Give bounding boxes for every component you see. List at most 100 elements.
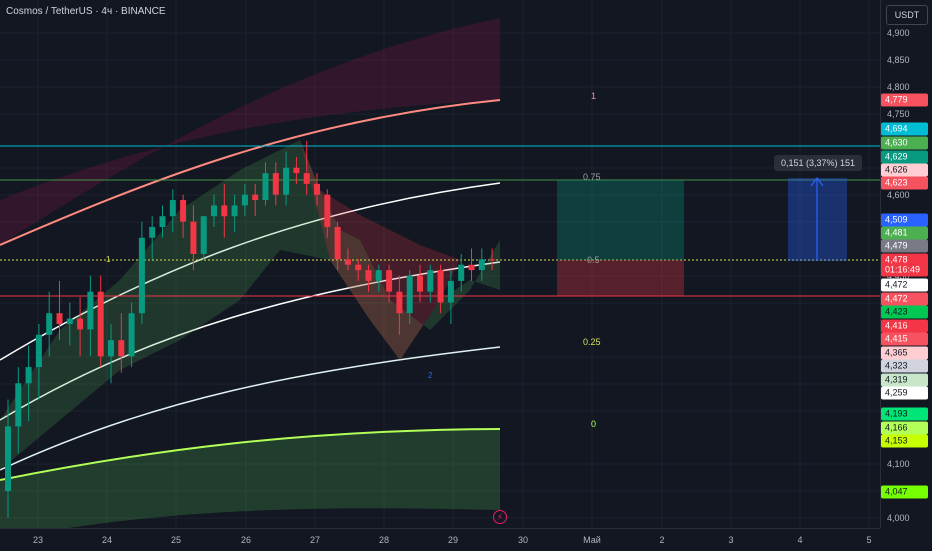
price-label: 4,481	[881, 226, 928, 240]
candle	[468, 248, 475, 281]
candle-body	[190, 221, 197, 254]
candle-body	[447, 280, 454, 303]
time-tick: 23	[32, 535, 44, 545]
candle-body	[35, 334, 42, 368]
candle-body	[252, 194, 259, 201]
upper-channel-line	[0, 99, 501, 246]
chart-canvas[interactable]	[0, 0, 880, 528]
cloud-red	[300, 140, 460, 360]
candle	[386, 264, 393, 303]
candle	[427, 264, 434, 303]
candle	[406, 270, 413, 324]
candle-body	[108, 340, 114, 357]
candle-body	[458, 264, 465, 281]
candle-body	[293, 167, 300, 174]
candle-body	[15, 383, 22, 427]
price-tick: 4,900	[887, 28, 910, 38]
candle	[190, 205, 197, 271]
candle-body	[180, 200, 187, 222]
candle	[25, 345, 32, 421]
currency-button[interactable]: USDT	[886, 5, 928, 25]
wave-label-2: 2	[428, 371, 433, 380]
price-label: 4,478	[881, 253, 928, 267]
price-tick: 4,750	[887, 109, 910, 119]
candle-body	[355, 264, 362, 271]
candle	[252, 183, 259, 217]
price-label: 4,166	[881, 421, 928, 435]
candle	[56, 280, 63, 341]
upper-channel-band	[0, 18, 500, 245]
bottom-channel-line	[0, 428, 501, 481]
price-label: 4,193	[881, 407, 928, 421]
candle	[293, 156, 300, 184]
price-tick: 4,800	[887, 82, 910, 92]
candle-body	[159, 216, 166, 227]
bottom-channel-band	[0, 429, 500, 528]
candle	[35, 324, 42, 400]
candle	[344, 248, 351, 271]
price-label: 4,415	[881, 332, 928, 346]
candle-body	[406, 275, 413, 314]
candle-body	[489, 259, 496, 261]
candle	[355, 259, 362, 281]
price-label: 4,472	[881, 292, 928, 306]
candle	[489, 248, 496, 271]
price-tick: 4,850	[887, 55, 910, 65]
fib-label-025: 0.25	[583, 337, 601, 347]
target-zone	[557, 180, 684, 260]
candle	[97, 275, 104, 368]
symbol-title: Cosmos / TetherUS · 4ч · BINANCE	[6, 6, 166, 17]
candle	[283, 151, 290, 206]
price-tick: 4,000	[887, 513, 910, 523]
candle-body	[468, 264, 475, 271]
candle-body	[396, 291, 403, 314]
candle-body	[344, 259, 351, 265]
time-tick: 2	[659, 535, 665, 545]
price-tick: 4,600	[887, 190, 910, 200]
candle	[118, 313, 125, 373]
candle	[200, 216, 207, 260]
candle-body	[375, 270, 382, 281]
candle-body	[231, 205, 238, 217]
candle-body	[87, 291, 94, 330]
candle	[458, 253, 465, 292]
time-tick: 26	[240, 535, 252, 545]
lower-channel-line	[0, 346, 501, 471]
candle-body	[324, 194, 331, 227]
candle	[447, 270, 454, 324]
candle-body	[128, 313, 135, 357]
candle-body	[77, 318, 84, 330]
candle-body	[200, 216, 207, 254]
candle	[334, 221, 341, 271]
candle	[180, 194, 187, 238]
chart-area[interactable]: Cosmos / TetherUS · 4ч · BINANCE 1 0.75 …	[0, 0, 880, 528]
candle-body	[97, 291, 104, 357]
lightning-icon[interactable]: ⚡	[493, 510, 507, 524]
candle	[128, 302, 135, 368]
candle-body	[5, 426, 11, 492]
price-label: 4,153	[881, 434, 928, 448]
candle-body	[149, 227, 156, 238]
price-label: 4,472	[881, 278, 928, 292]
candle	[211, 194, 217, 227]
candle-body	[221, 205, 228, 217]
fib-label-0: 0	[591, 419, 597, 429]
price-label: 4,259	[881, 386, 928, 400]
candle	[365, 264, 372, 292]
time-axis[interactable]	[0, 528, 880, 551]
price-label: 4,323	[881, 359, 928, 373]
price-label: 4,365	[881, 346, 928, 360]
measure-label: 0,151 (3,37%) 151	[774, 155, 862, 171]
price-label: 4,319	[881, 373, 928, 387]
candle-body	[56, 313, 63, 324]
candle	[221, 183, 228, 238]
candle	[303, 140, 310, 195]
median-line	[0, 261, 501, 421]
price-label: 4,416	[881, 319, 928, 333]
candle-body	[241, 194, 248, 206]
candle	[66, 302, 73, 346]
candle-body	[303, 173, 310, 184]
candle-body	[334, 227, 341, 260]
price-label: 4,630	[881, 136, 928, 150]
candle-body	[314, 183, 320, 195]
